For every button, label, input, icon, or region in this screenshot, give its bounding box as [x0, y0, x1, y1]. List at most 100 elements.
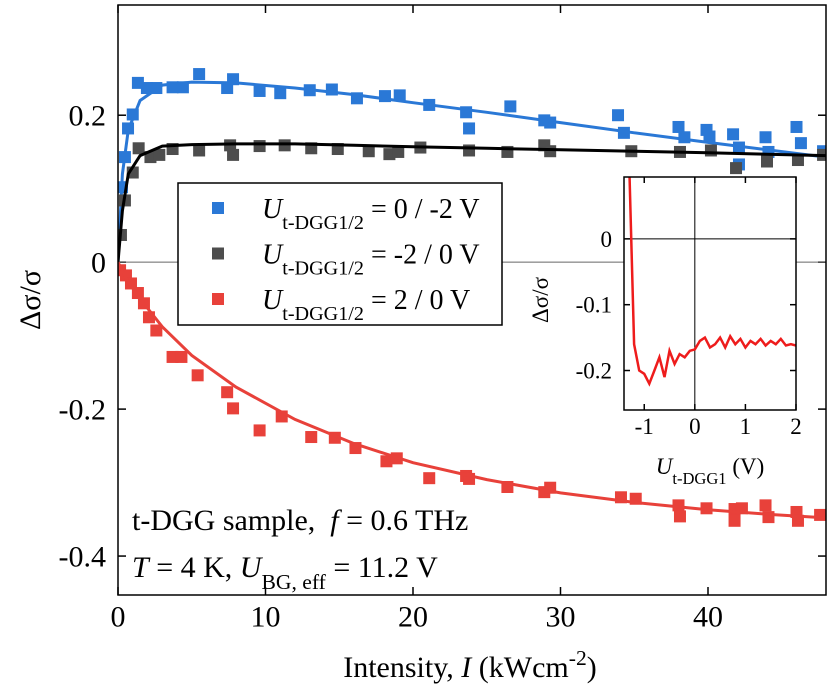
data-point: [761, 155, 773, 168]
data-point: [504, 100, 517, 113]
annotation: T = 4 K, UBG, eff = 11.2 V: [132, 551, 438, 594]
legend-marker: [212, 293, 224, 305]
text-part: U: [656, 454, 674, 479]
data-point: [227, 402, 240, 415]
x-axis-label: Ut-DGG1 (V): [656, 454, 765, 488]
data-point: [150, 324, 163, 337]
text-part: = -2 / 0 V: [364, 240, 480, 271]
x-tick-label: 0: [689, 414, 701, 439]
x-tick-label: 2: [790, 414, 802, 439]
data-point: [463, 122, 476, 135]
data-point: [193, 144, 206, 157]
data-point: [463, 144, 476, 157]
data-point: [759, 131, 772, 144]
text-part: T: [132, 551, 151, 584]
data-point: [704, 144, 717, 157]
text-part: Δσ/σ: [14, 270, 47, 330]
data-point: [794, 137, 807, 150]
x-tick-label: 30: [546, 601, 576, 634]
y-axis-label: Δσ/σ: [14, 270, 47, 330]
text-part: = 0 / -2 V: [364, 194, 480, 225]
data-point: [380, 455, 393, 468]
text-part: U: [240, 551, 264, 584]
data-point: [814, 508, 826, 521]
data-point: [193, 68, 206, 81]
x-tick-label: 10: [251, 601, 281, 634]
x-tick-label: 20: [398, 601, 428, 634]
text-part: U: [262, 285, 284, 316]
data-point: [727, 128, 740, 141]
legend-label: Ut-DGG1/2 = 0 / -2 V: [262, 194, 480, 234]
data-point: [728, 514, 741, 527]
legend-box: [177, 182, 503, 326]
text-part: -2: [569, 646, 587, 670]
legend-marker: [212, 247, 224, 260]
plot-area: [624, 177, 796, 410]
data-point: [544, 145, 557, 158]
data-line: [628, 177, 796, 387]
frame: [117, 4, 827, 596]
data-point: [759, 499, 772, 512]
data-point: [678, 131, 691, 144]
text-part: U: [262, 240, 284, 271]
text-part: t-DGG sample,: [132, 504, 330, 537]
data-point: [253, 140, 266, 153]
frame: [623, 176, 797, 411]
y-tick-label: -0.2: [576, 359, 612, 384]
text-part: Δσ/σ: [528, 276, 553, 323]
data-layer: [628, 177, 796, 387]
legend-label: Ut-DGG1/2 = -2 / 0 V: [262, 240, 480, 280]
text-part: = 4 K,: [149, 551, 240, 584]
data-point: [221, 386, 234, 399]
y-tick-label: -0.1: [576, 293, 612, 318]
data-point: [153, 148, 166, 161]
text-part: = 11.2 V: [326, 551, 438, 584]
data-point: [423, 472, 436, 485]
x-tick-label: 0: [111, 601, 126, 634]
y-tick-label: -0.4: [59, 541, 107, 574]
text-part: t-DGG1/2: [282, 258, 364, 280]
data-point: [730, 162, 743, 175]
data-layer: [118, 68, 826, 527]
x-tick-label: 1: [740, 414, 752, 439]
y-tick-label: 0: [601, 227, 613, 252]
fit-line: [118, 142, 826, 263]
data-point: [305, 431, 318, 444]
text-part: I: [460, 651, 473, 684]
y-axis-label: Δσ/σ: [528, 276, 553, 323]
data-point: [362, 145, 375, 158]
text-part: Intensity,: [343, 651, 461, 684]
text-part: t-DGG1: [672, 469, 726, 488]
data-point: [253, 84, 266, 97]
text-part: BG, eff: [261, 570, 326, 594]
text-part: U: [262, 194, 284, 225]
data-point: [393, 89, 406, 102]
data-point: [191, 369, 204, 382]
text-part: = 2 / 0 V: [364, 285, 470, 316]
fit-line: [118, 261, 826, 520]
data-point: [673, 510, 686, 523]
data-point: [253, 424, 266, 437]
annotation: t-DGG sample, f = 0.6 THz: [132, 504, 468, 537]
x-tick-label: -1: [635, 414, 654, 439]
y-tick-label: 0: [91, 247, 106, 280]
data-point: [672, 120, 685, 133]
data-point: [118, 228, 127, 241]
legend-marker: [212, 202, 224, 214]
text-part: ): [587, 651, 597, 684]
data-point: [791, 154, 804, 167]
legend-label: Ut-DGG1/2 = 2 / 0 V: [262, 285, 470, 325]
text-part: (kWcm: [471, 651, 568, 684]
text-part: t-DGG1/2: [282, 303, 364, 325]
text-part: t-DGG1/2: [282, 212, 364, 234]
y-tick-label: 0.2: [69, 100, 107, 133]
fit-line: [118, 80, 826, 263]
text-part: = 0.6 THz: [339, 504, 469, 537]
data-point: [790, 120, 803, 133]
data-point: [392, 145, 405, 158]
x-axis-label: Intensity, I (kWcm-2): [343, 646, 597, 684]
y-tick-label: -0.2: [59, 394, 107, 427]
data-point: [612, 109, 625, 122]
data-point: [703, 130, 716, 143]
